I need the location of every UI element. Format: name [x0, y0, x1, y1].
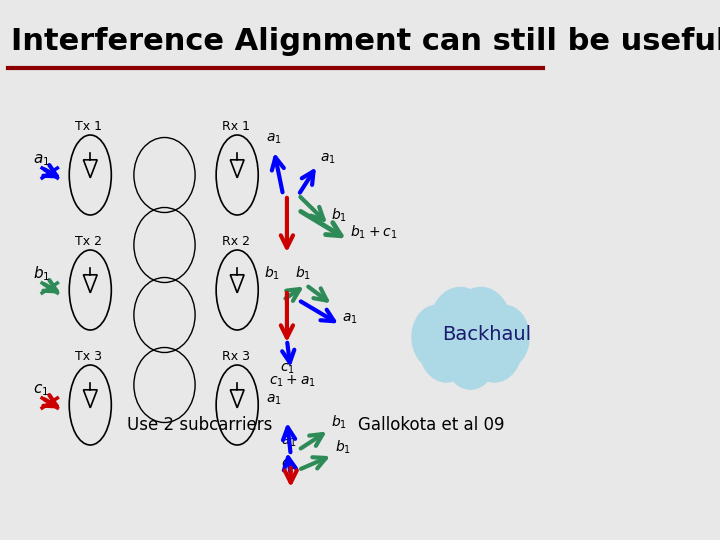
- Text: Rx 3: Rx 3: [222, 350, 250, 363]
- Text: $b_1$: $b_1$: [294, 265, 310, 282]
- Circle shape: [467, 310, 522, 382]
- Text: $b_1$: $b_1$: [33, 264, 50, 283]
- Text: $b_1$: $b_1$: [264, 265, 280, 282]
- Circle shape: [429, 287, 491, 368]
- Text: $a_1$: $a_1$: [266, 393, 282, 407]
- Text: $c_1+a_1$: $c_1+a_1$: [269, 374, 316, 389]
- Text: $a_1$: $a_1$: [281, 435, 297, 449]
- Circle shape: [481, 306, 529, 368]
- Circle shape: [412, 306, 460, 368]
- Text: Gallokota et al 09: Gallokota et al 09: [358, 416, 505, 434]
- Text: $b_1$: $b_1$: [335, 439, 351, 456]
- Text: $c_1$: $c_1$: [281, 458, 296, 472]
- Text: $b_1$: $b_1$: [331, 414, 347, 431]
- Text: Tx 3: Tx 3: [75, 350, 102, 363]
- Text: $a_1$: $a_1$: [342, 312, 358, 326]
- Circle shape: [436, 295, 505, 385]
- Text: $c_1$: $c_1$: [280, 362, 295, 376]
- Text: Interference Alignment can still be useful: Interference Alignment can still be usef…: [12, 28, 720, 57]
- Circle shape: [444, 321, 497, 389]
- Circle shape: [450, 287, 512, 368]
- Text: $a_1$: $a_1$: [320, 152, 336, 166]
- Circle shape: [419, 310, 474, 382]
- Text: Tx 2: Tx 2: [75, 235, 102, 248]
- Text: $a_1$: $a_1$: [266, 132, 282, 146]
- Text: Rx 2: Rx 2: [222, 235, 250, 248]
- Text: $b_1$: $b_1$: [330, 207, 346, 225]
- Text: Use 2 subcarriers: Use 2 subcarriers: [127, 416, 272, 434]
- Text: Tx 1: Tx 1: [75, 120, 102, 133]
- Text: Backhaul: Backhaul: [442, 326, 531, 345]
- Text: Rx 1: Rx 1: [222, 120, 250, 133]
- Text: $b_1+c_1$: $b_1+c_1$: [351, 224, 397, 241]
- Text: $a_1$: $a_1$: [33, 152, 50, 168]
- Text: $c_1$: $c_1$: [33, 382, 49, 397]
